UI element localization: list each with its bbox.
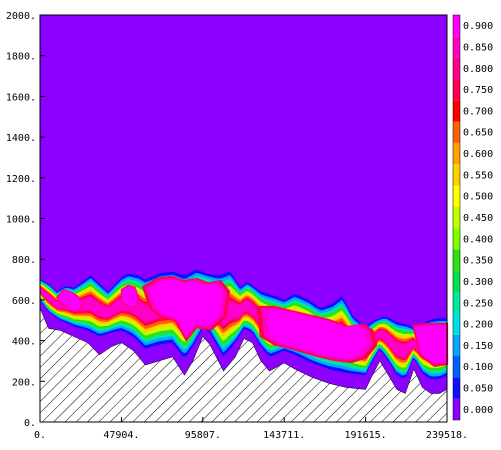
colorbar-swatch <box>453 100 460 122</box>
cloud-core-1-2 <box>122 286 138 307</box>
colorbar-label: 0.900 <box>463 21 493 32</box>
cloud-core-3-2 <box>266 310 368 359</box>
colorbar-swatch <box>453 377 460 399</box>
colorbar-swatch <box>453 292 460 314</box>
y-tick-label: 400. <box>12 337 36 348</box>
colorbar-swatch <box>453 164 460 186</box>
colorbar-swatch <box>453 57 460 79</box>
colorbar-label: 0.250 <box>463 298 493 309</box>
x-axis: 0. 47904. 95807. 143711. 191615. 239518. <box>34 417 468 441</box>
colorbar-swatch <box>453 121 460 143</box>
cloud-core-4-2 <box>415 325 446 363</box>
y-tick-label: 1400. <box>6 133 36 144</box>
y-axis: 0. 200. 400. 600. 800. 1000. 1200. 1400. 1600. 18… <box>6 11 45 429</box>
colorbar-swatch <box>453 185 460 207</box>
colorbar-label: 0.600 <box>463 149 493 160</box>
colorbar: 0.000 0.050 0.100 0.150 0.200 0.250 0.300 0.350… <box>452 14 493 421</box>
colorbar-swatch <box>453 334 460 357</box>
colorbar-label: 0.150 <box>463 341 493 352</box>
terrain-hatch <box>39 307 448 423</box>
colorbar-label: 0.850 <box>463 42 493 53</box>
colorbar-frame <box>452 14 461 421</box>
colorbar-swatch <box>453 228 460 250</box>
colorbar-label: 0.450 <box>463 213 493 224</box>
cloud-core-0-2 <box>58 290 82 311</box>
colorbar-label: 0.800 <box>463 64 493 75</box>
y-tick-label: 2000. <box>6 11 36 22</box>
colorbar-swatch <box>453 398 460 420</box>
colorbar-label: 0.100 <box>463 362 493 373</box>
x-tick-label: 47904. <box>103 430 139 441</box>
colorbar-swatch <box>453 15 460 37</box>
y-tick-label: 1800. <box>6 52 36 63</box>
colorbar-label: 0.750 <box>463 85 493 96</box>
colorbar-label: 0.700 <box>463 106 493 117</box>
colorbar-swatch <box>453 249 460 271</box>
colorbar-swatch <box>453 313 460 335</box>
y-tick-label: 600. <box>12 296 36 307</box>
y-tick-label: 1600. <box>6 92 36 103</box>
colorbar-label: 0.350 <box>463 256 493 267</box>
colorbar-label: 0.650 <box>463 128 493 139</box>
colorbar-label: 0.550 <box>463 170 493 181</box>
colorbar-label: 0.400 <box>463 234 493 245</box>
colorbar-swatch <box>453 142 460 165</box>
x-tick-label: 0. <box>34 430 46 441</box>
colorbar-swatch <box>453 270 460 293</box>
y-tick-label: 1000. <box>6 215 36 226</box>
colorbar-swatch <box>453 78 460 101</box>
y-tick-label: 1200. <box>6 174 36 185</box>
x-tick-label: 239518. <box>426 430 468 441</box>
colorbar-label: 0.200 <box>463 320 493 331</box>
y-tick-label: 800. <box>12 255 36 266</box>
colorbar-swatch <box>453 36 460 58</box>
x-tick-label: 95807. <box>185 430 221 441</box>
colorbar-label: 0.500 <box>463 192 493 203</box>
y-tick-label: 0. <box>24 418 36 429</box>
y-tick-label: 200. <box>12 377 36 388</box>
colorbar-swatch <box>453 356 460 378</box>
x-tick-label: 191615. <box>345 430 387 441</box>
x-tick-label: 143711. <box>263 430 305 441</box>
colorbar-label: 0.300 <box>463 277 493 288</box>
colorbar-label: 0.050 <box>463 384 493 395</box>
cloud-field <box>40 269 449 380</box>
colorbar-swatch <box>453 206 460 229</box>
colorbar-label: 0.000 <box>463 405 493 416</box>
cloud-core-2-2 <box>149 279 223 335</box>
